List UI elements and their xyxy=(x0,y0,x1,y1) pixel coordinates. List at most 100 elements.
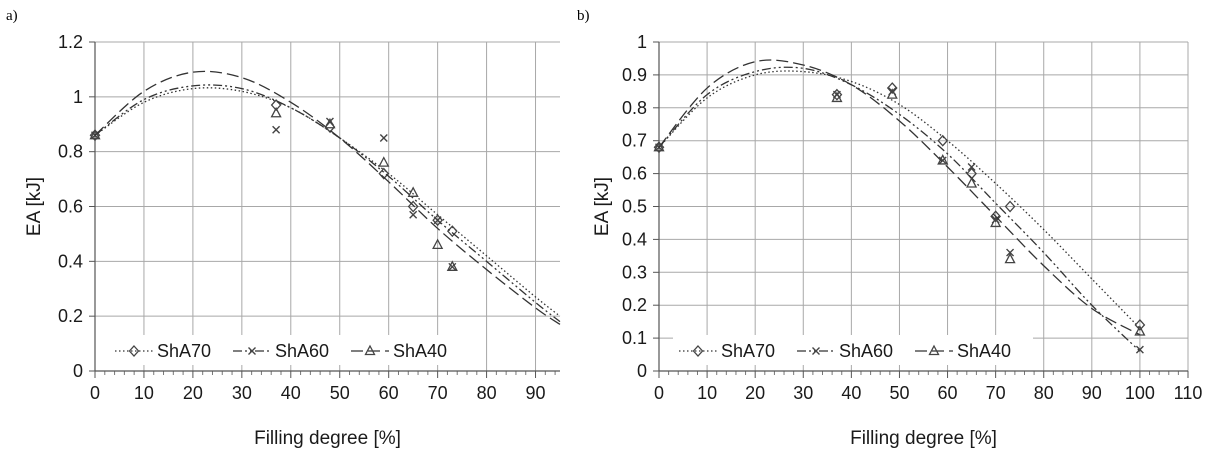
y-tick-label: 0.6 xyxy=(622,164,647,184)
legend-box xyxy=(109,335,469,365)
legend-marker-sha40 xyxy=(364,344,376,356)
x-tick-label: 60 xyxy=(379,383,399,403)
y-tick-label: 1 xyxy=(637,32,647,52)
data-point-sha40 xyxy=(89,128,101,140)
y-tick-label: 0.7 xyxy=(622,131,647,151)
data-point-sha70 xyxy=(653,141,665,154)
x-tick-label: 0 xyxy=(654,383,664,403)
x-tick-label: 10 xyxy=(134,383,154,403)
x-tick-label: 40 xyxy=(841,383,861,403)
x-tick-label: 40 xyxy=(281,383,301,403)
y-tick-label: 1.2 xyxy=(58,32,83,52)
series-line-sha40 xyxy=(94,70,561,325)
data-point-sha60 xyxy=(433,216,442,225)
data-point-sha60 xyxy=(1006,248,1015,257)
legend-marker-sha40 xyxy=(928,344,940,356)
data-point-sha70 xyxy=(270,99,282,112)
x-tick-label: 30 xyxy=(232,383,252,403)
series-line-sha70 xyxy=(658,70,1141,329)
data-point-sha60 xyxy=(1135,345,1144,354)
data-point-sha60 xyxy=(272,125,281,134)
y-tick-label: 0.8 xyxy=(622,98,647,118)
legend-label-sha70: ShA70 xyxy=(157,341,211,361)
data-point-sha70 xyxy=(886,82,898,95)
legend-marker-sha60 xyxy=(812,347,820,355)
data-point-sha40 xyxy=(407,186,419,197)
legend-label-sha60: ShA60 xyxy=(839,341,893,361)
legend-label-sha60: ShA60 xyxy=(275,341,329,361)
data-point-sha40 xyxy=(432,238,444,250)
x-tick-label: 80 xyxy=(1034,383,1054,403)
data-point-sha40 xyxy=(270,106,282,118)
y-tick-label: 0.4 xyxy=(58,251,83,271)
x-axis-title: Filling degree [%] xyxy=(850,428,997,449)
data-point-sha60 xyxy=(448,262,457,271)
data-point-sha70 xyxy=(1004,200,1016,213)
series-line-sha70 xyxy=(94,87,561,317)
y-tick-label: 0 xyxy=(73,361,83,381)
data-point-sha40 xyxy=(378,156,390,167)
x-tick-label: 90 xyxy=(1082,383,1102,403)
data-point-sha40 xyxy=(886,88,898,99)
legend-label-sha40: ShA40 xyxy=(957,341,1011,361)
series-line-sha60 xyxy=(658,66,1141,352)
y-tick-label: 0.1 xyxy=(622,328,647,348)
data-point-sha70 xyxy=(990,210,1002,223)
data-point-sha40 xyxy=(966,177,978,188)
data-point-sha40 xyxy=(324,117,336,129)
x-tick-label: 60 xyxy=(938,383,958,403)
data-point-sha60 xyxy=(938,156,947,165)
y-tick-label: 0.2 xyxy=(622,295,647,315)
legend-marker-sha60 xyxy=(248,347,256,355)
data-point-sha60 xyxy=(967,163,976,172)
panel-b-label: b) xyxy=(577,8,590,24)
x-axis-title: Filling degree [%] xyxy=(254,428,401,449)
data-point-sha70 xyxy=(1134,318,1146,331)
x-tick-label: 70 xyxy=(986,383,1006,403)
legend-marker-sha70 xyxy=(692,345,704,357)
y-tick-label: 0.3 xyxy=(622,262,647,282)
legend-label-sha70: ShA70 xyxy=(721,341,775,361)
data-point-sha40 xyxy=(831,91,843,103)
y-tick-label: 0.2 xyxy=(58,306,83,326)
data-point-sha60 xyxy=(379,133,388,142)
series-line-sha60 xyxy=(94,84,561,323)
x-tick-label: 70 xyxy=(428,383,448,403)
x-tick-label: 50 xyxy=(889,383,909,403)
x-tick-label: 10 xyxy=(697,383,717,403)
data-point-sha40 xyxy=(446,260,458,271)
y-tick-label: 0.9 xyxy=(622,65,647,85)
series-line-sha40 xyxy=(658,59,1141,336)
data-point-sha70 xyxy=(378,167,390,180)
x-tick-label: 50 xyxy=(330,383,350,403)
y-tick-label: 0.4 xyxy=(622,229,647,249)
y-axis-title: EA [kJ] xyxy=(24,177,45,236)
chart-a: 0 10 20 30 40 50 60 70 80 90 0 0.2 0.4 0.6 0.8 1 1.2 Fill… xyxy=(24,32,561,449)
x-tick-label: 100 xyxy=(1125,383,1155,403)
x-tick-label: 20 xyxy=(745,383,765,403)
data-point-sha70 xyxy=(432,214,444,227)
y-tick-label: 0.6 xyxy=(58,197,83,217)
data-point-sha40 xyxy=(990,216,1002,228)
x-tick-label: 90 xyxy=(526,383,546,403)
x-tick-label: 20 xyxy=(183,383,203,403)
data-point-sha60 xyxy=(409,210,418,219)
y-tick-label: 0.5 xyxy=(622,197,647,217)
data-point-sha40 xyxy=(653,140,665,152)
data-point-sha70 xyxy=(831,88,843,101)
legend-label-sha40: ShA40 xyxy=(393,341,447,361)
y-tick-label: 1 xyxy=(73,87,83,107)
chart-b: 0 10 20 30 40 50 60 70 80 90 100 110 0 0.1 0.2 0.3 0.4 0.… xyxy=(592,32,1202,449)
x-tick-label: 30 xyxy=(793,383,813,403)
data-point-sha40 xyxy=(1134,325,1146,336)
data-point-sha70 xyxy=(937,134,949,147)
legend-marker-sha70 xyxy=(128,345,140,357)
data-point-sha40 xyxy=(937,154,949,165)
x-tick-label: 0 xyxy=(90,383,100,403)
data-point-sha40 xyxy=(1004,252,1016,264)
legend-box xyxy=(673,335,1033,365)
y-axis-title: EA [kJ] xyxy=(592,177,613,236)
panel-a-label: a) xyxy=(6,8,18,24)
data-point-sha70 xyxy=(407,200,419,213)
